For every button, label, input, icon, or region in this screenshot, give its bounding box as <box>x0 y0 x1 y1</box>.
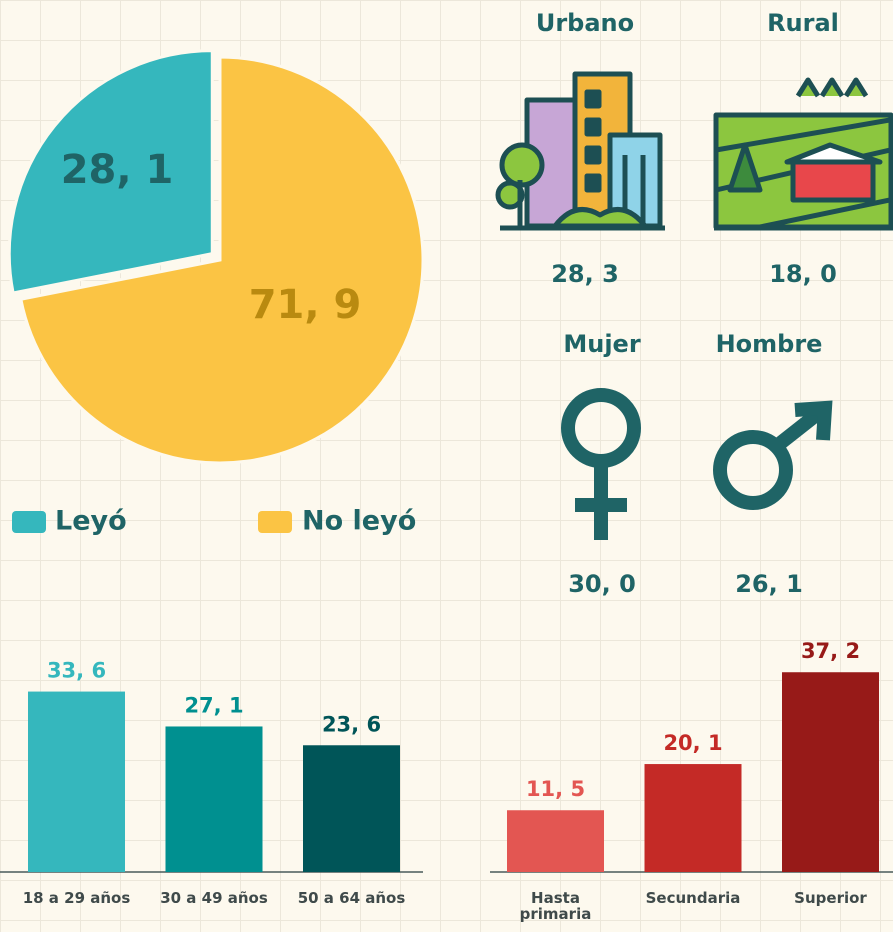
male-icon <box>720 408 825 503</box>
bar-value-label: 23, 6 <box>322 712 381 736</box>
stat-value: 30, 0 <box>568 570 636 598</box>
stat-value: 18, 0 <box>769 260 837 288</box>
x-tick-label: Hasta primaria <box>501 890 611 922</box>
bar <box>303 745 400 872</box>
legend-swatch <box>12 511 46 533</box>
bar-value-label: 11, 5 <box>526 777 585 801</box>
bar <box>645 764 742 872</box>
bar-value-label: 33, 6 <box>47 659 106 683</box>
stat-heading: Rural <box>767 9 839 37</box>
x-tick-label: 50 a 64 años <box>297 890 407 906</box>
bar <box>166 726 263 872</box>
stat-value: 26, 1 <box>735 570 803 598</box>
infographic: 28, 1 Leyó 71, 9 No leyó Urbano 28, 3 Rural 18,… <box>0 0 893 932</box>
x-tick-label: 30 a 49 años <box>159 890 269 906</box>
bar-value-label: 27, 1 <box>184 693 243 717</box>
chart: 28, 1 Leyó 71, 9 No leyó Urbano 28, 3 Rural 18,… <box>0 0 893 932</box>
bar-value-label: 37, 2 <box>801 639 860 663</box>
slice-label: 71, 9 <box>249 282 362 328</box>
urban-icon <box>498 74 665 228</box>
slice-label: 28, 1 <box>61 147 174 193</box>
female-icon <box>568 395 634 540</box>
stat-heading: Urbano <box>536 9 634 37</box>
x-tick-label: Secundaria <box>638 890 748 906</box>
stat-heading: Mujer <box>563 330 640 358</box>
legend-label: Leyó <box>55 506 127 537</box>
bar <box>507 810 604 872</box>
legend-swatch <box>258 511 292 533</box>
bar <box>782 672 879 872</box>
bar <box>28 692 125 872</box>
stat-value: 28, 3 <box>551 260 619 288</box>
legend-label: No leyó <box>302 506 416 537</box>
x-tick-label: 18 a 29 años <box>22 890 132 906</box>
rural-icon <box>714 80 893 228</box>
stat-heading: Hombre <box>716 330 823 358</box>
bar-value-label: 20, 1 <box>663 731 722 755</box>
x-tick-label: Superior <box>776 890 886 906</box>
